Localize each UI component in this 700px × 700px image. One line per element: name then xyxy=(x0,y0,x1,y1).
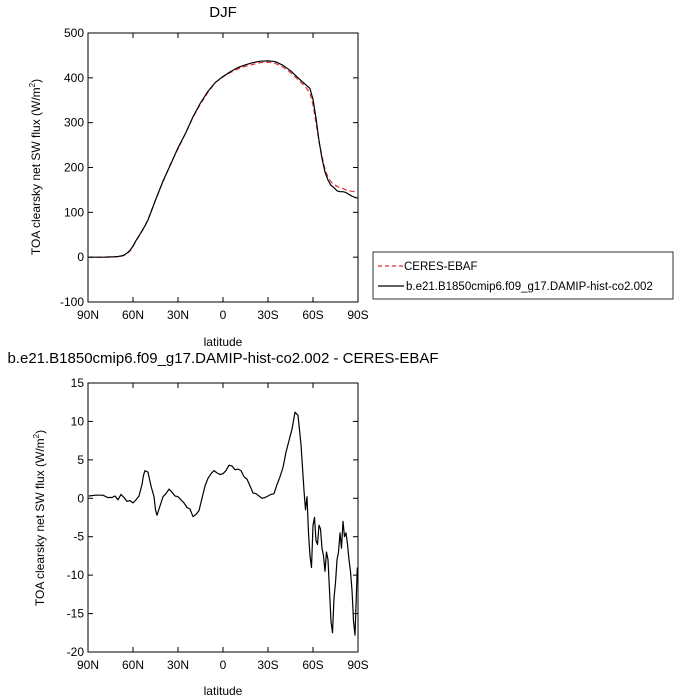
legend: CERES-EBAF b.e21.B1850cmip6.f09_g17.DAMI… xyxy=(372,251,674,300)
top-y-axis-title: TOA clearsky net SW flux (W/m2) xyxy=(28,79,43,255)
bottom-y-tick-label: 10 xyxy=(71,414,85,428)
top-panel: DJF latitude TOA clearsky net SW flux (W… xyxy=(28,4,369,349)
bottom-y-tick-label: 5 xyxy=(77,453,84,467)
bottom-x-tick-label: 90N xyxy=(77,658,99,672)
bottom-y-axis-title: TOA clearsky net SW flux (W/m2) xyxy=(32,430,47,606)
top-x-tick-label: 30S xyxy=(257,308,278,322)
bottom-x-tick-label: 0 xyxy=(220,658,227,672)
bottom-y-tick-label: -15 xyxy=(67,607,85,621)
top-x-tick-label: 60N xyxy=(122,308,144,322)
bottom-x-tick-label: 60N xyxy=(122,658,144,672)
bottom-panel: b.e21.B1850cmip6.f09_g17.DAMIP-hist-co2.… xyxy=(7,350,438,698)
top-chart-title: DJF xyxy=(209,4,237,21)
bottom-x-tick-label: 90S xyxy=(347,658,368,672)
legend-label-model: b.e21.B1850cmip6.f09_g17.DAMIP-hist-co2.… xyxy=(406,281,653,293)
top-y-tick-label: 400 xyxy=(64,71,84,85)
top-y-tick-label: 200 xyxy=(64,161,84,175)
bottom-series-line-0 xyxy=(88,411,358,636)
top-series-line-1 xyxy=(88,60,358,258)
bottom-x-axis-title: latitude xyxy=(204,684,243,698)
top-x-tick-label: 30N xyxy=(167,308,189,322)
top-x-tick-label: 60S xyxy=(302,308,323,322)
bottom-x-tick-label: 30N xyxy=(167,658,189,672)
top-series-lines xyxy=(88,60,358,258)
legend-label-ceres: CERES-EBAF xyxy=(404,261,478,273)
top-y-tick-label: -100 xyxy=(60,295,84,309)
bottom-axis-ticks: 90N 60N 30N 0 30S 60S 90S -20 -15 -10 -5 0 5 10 15 xyxy=(67,376,369,672)
bottom-y-tick-label: -20 xyxy=(67,645,85,659)
top-x-tick-label: 0 xyxy=(220,308,227,322)
bottom-x-tick-label: 60S xyxy=(302,658,323,672)
top-series-line-0 xyxy=(88,61,358,258)
legend-box xyxy=(372,251,674,300)
bottom-plot-frame xyxy=(87,382,359,653)
top-x-tick-label: 90S xyxy=(347,308,368,322)
bottom-y-tick-label: 0 xyxy=(77,491,84,505)
bottom-y-tick-label: 15 xyxy=(71,376,85,390)
top-x-axis-title: latitude xyxy=(204,335,243,349)
top-y-tick-label: 300 xyxy=(64,116,84,130)
bottom-y-tick-label: -10 xyxy=(67,568,85,582)
top-x-tick-label: 90N xyxy=(77,308,99,322)
bottom-chart-title: b.e21.B1850cmip6.f09_g17.DAMIP-hist-co2.… xyxy=(7,350,438,367)
top-plot-frame xyxy=(87,32,359,303)
bottom-series-lines xyxy=(88,411,358,636)
top-y-tick-label: 500 xyxy=(64,26,84,40)
top-y-tick-label: 100 xyxy=(64,205,84,219)
top-axis-ticks: 90N 60N 30N 0 30S 60S 90S -100 0 100 200 300 400 500 xyxy=(60,26,369,322)
top-y-tick-label: 0 xyxy=(77,250,84,264)
bottom-y-tick-label: -5 xyxy=(73,530,84,544)
bottom-x-tick-label: 30S xyxy=(257,658,278,672)
